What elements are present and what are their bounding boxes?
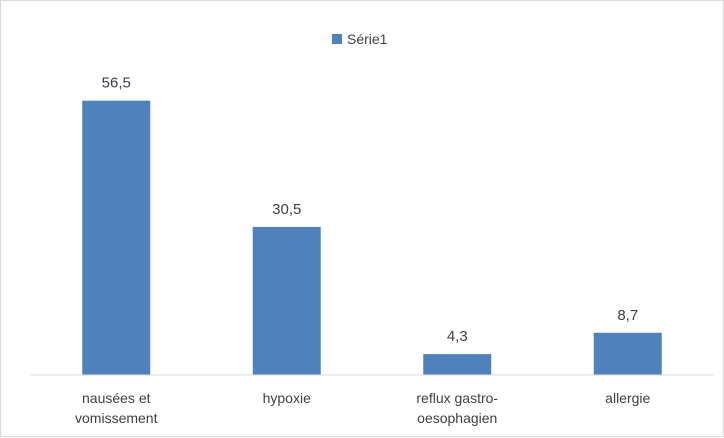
data-label-group: 56,5 30,5 4,3 8,7 <box>102 75 639 345</box>
bar-2 <box>423 354 492 375</box>
x-tick-label-0-line-1: vomissement <box>75 410 158 426</box>
x-tick-label-0-line-0: nausées et <box>82 390 151 406</box>
bar-0 <box>82 100 151 375</box>
bar-group <box>82 100 662 375</box>
x-tick-label-2-line-1: oesophagien <box>417 410 497 426</box>
x-tick-label-1-line-0: hypoxie <box>263 390 311 406</box>
data-label-0: 56,5 <box>102 75 131 92</box>
bar-3 <box>593 332 662 375</box>
data-label-3: 8,7 <box>617 307 638 324</box>
data-label-2: 4,3 <box>447 328 468 345</box>
data-label-1: 30,5 <box>272 201 301 218</box>
chart-legend: Série1 <box>332 31 388 47</box>
bar-1 <box>252 226 321 375</box>
x-tick-label-2-line-0: reflux gastro- <box>416 390 498 406</box>
x-tick-label-3-line-0: allergie <box>605 390 650 406</box>
legend-label-serie1: Série1 <box>347 31 388 47</box>
x-tick-label-group: nausées et vomissement hypoxie reflux gastr… <box>75 390 651 426</box>
legend-swatch-serie1 <box>332 34 342 44</box>
